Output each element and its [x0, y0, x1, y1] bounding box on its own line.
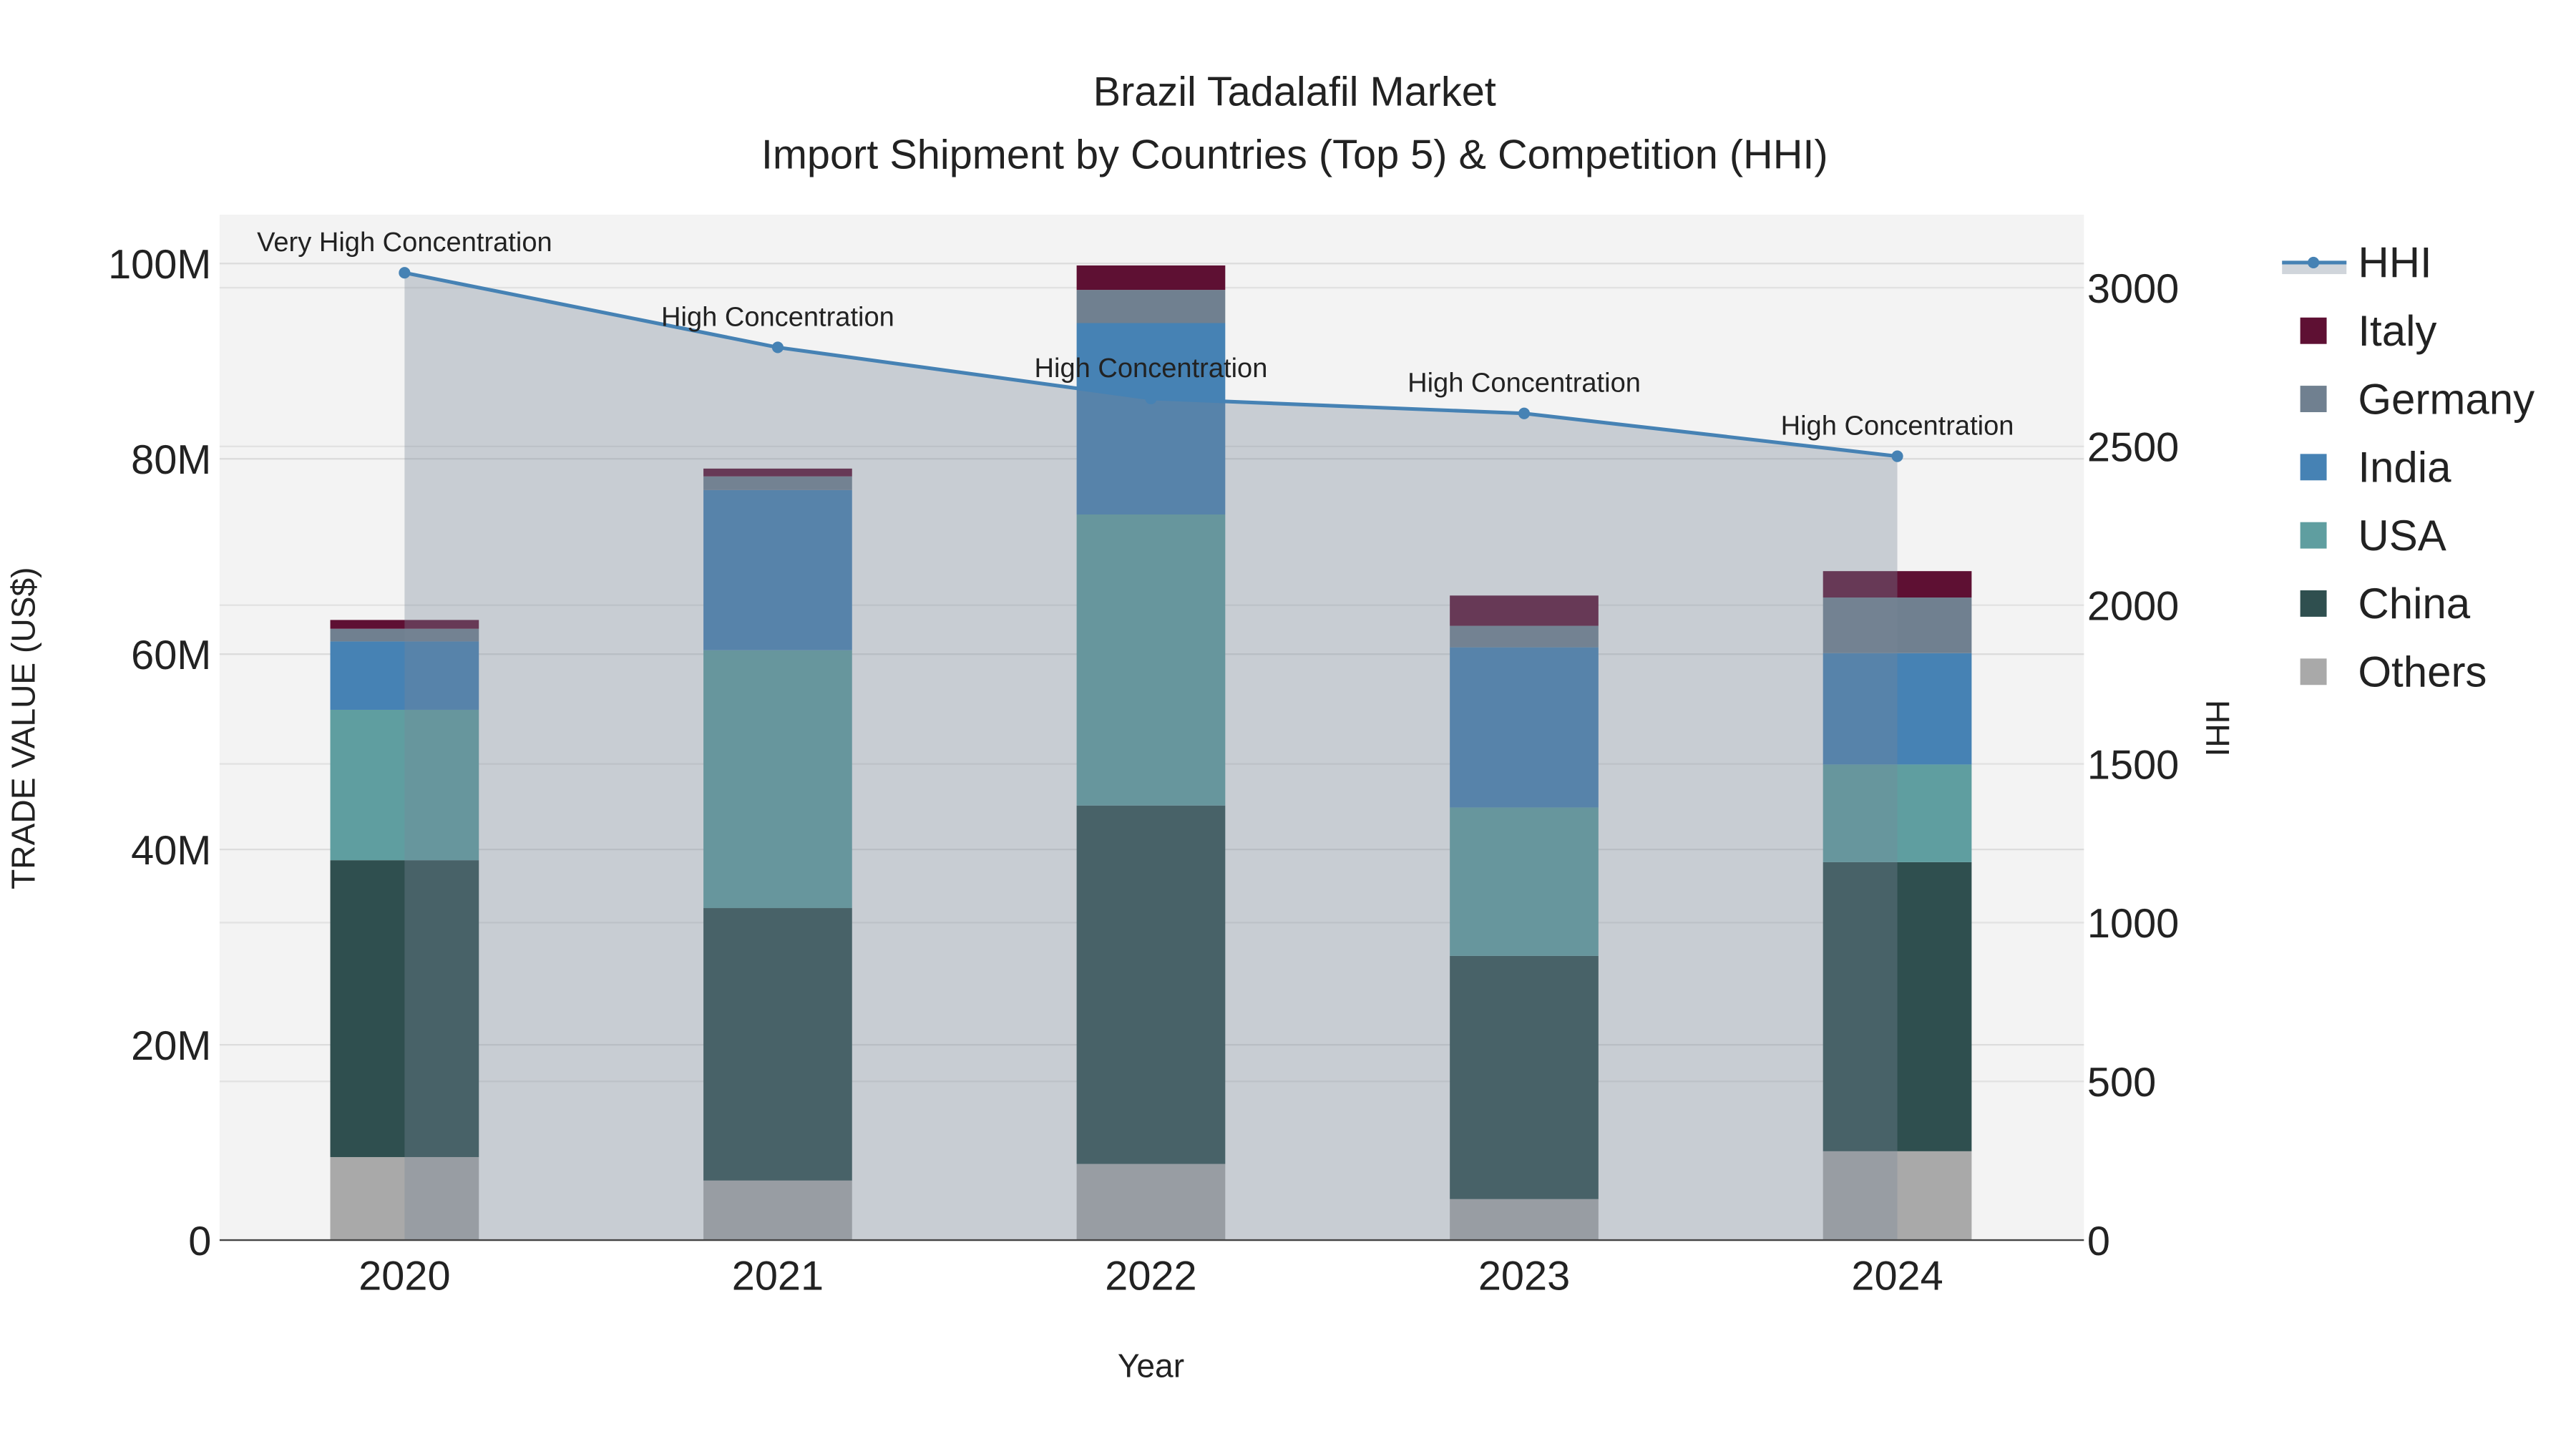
- bar-usa-2023: [1450, 807, 1599, 956]
- bar-germany-2022: [1076, 290, 1226, 323]
- bar-others-2023: [1450, 1199, 1599, 1241]
- bar-usa-2022: [1076, 514, 1226, 806]
- legend-hhi-marker: [2308, 256, 2320, 268]
- y2-tick-label: 2500: [2087, 425, 2179, 471]
- hhi-annotation: Very High Concentration: [257, 228, 552, 258]
- bar-italy-2021: [703, 468, 852, 477]
- legend-swatch-germany: [2300, 386, 2327, 412]
- y-tick-label: 80M: [131, 437, 211, 483]
- bar-others-2020: [330, 1157, 479, 1241]
- bar-china-2020: [330, 860, 479, 1158]
- y-tick-label: 100M: [108, 242, 211, 288]
- bar-italy-2020: [330, 620, 479, 629]
- legend-swatch-usa: [2300, 522, 2327, 549]
- bar-usa-2020: [330, 709, 479, 861]
- bar-others-2022: [1076, 1163, 1226, 1241]
- x-tick-label: 2021: [732, 1253, 824, 1299]
- bar-china-2022: [1076, 805, 1226, 1164]
- y-tick-label: 60M: [131, 633, 211, 678]
- x-tick-label: 2024: [1851, 1253, 1943, 1299]
- y2-tick-label: 1000: [2087, 901, 2179, 947]
- hhi-annotation: High Concentration: [1781, 411, 2014, 441]
- bar-usa-2021: [703, 650, 852, 909]
- legend-label-india: India: [2358, 444, 2451, 492]
- bar-italy-2022: [1076, 265, 1226, 291]
- bar-italy-2024: [1823, 571, 1972, 598]
- bar-china-2023: [1450, 955, 1599, 1199]
- hhi-point-2021: [771, 341, 784, 353]
- y2-tick-label: 3000: [2087, 266, 2179, 312]
- legend-swatch-others: [2300, 658, 2327, 686]
- y-tick-label: 20M: [131, 1023, 211, 1069]
- y-tick-label: 40M: [131, 828, 211, 874]
- hhi-annotation: High Concentration: [1035, 353, 1268, 384]
- hhi-point-2024: [1891, 450, 1903, 462]
- legend-label-usa: USA: [2358, 512, 2446, 560]
- bar-china-2021: [703, 908, 852, 1181]
- hhi-annotation: High Concentration: [661, 302, 894, 332]
- hhi-point-2022: [1145, 392, 1157, 404]
- legend-swatch-india: [2300, 454, 2327, 481]
- legend-swatch-italy: [2300, 317, 2327, 344]
- hhi-annotation: High Concentration: [1407, 369, 1641, 399]
- bar-india-2021: [703, 489, 852, 650]
- legend-label-hhi: HHI: [2358, 239, 2431, 287]
- hhi-point-2023: [1518, 407, 1531, 419]
- hhi-area: [404, 273, 1898, 1241]
- y2-axis-title: HHI: [2199, 700, 2236, 756]
- bar-usa-2024: [1823, 764, 1972, 862]
- legend-label-italy: Italy: [2358, 307, 2436, 355]
- x-tick-label: 2023: [1478, 1253, 1570, 1299]
- x-tick-label: 2020: [358, 1253, 450, 1299]
- y2-tick-label: 1500: [2087, 742, 2179, 788]
- y2-tick-label: 0: [2087, 1219, 2110, 1264]
- bar-others-2024: [1823, 1151, 1972, 1241]
- bar-india-2022: [1076, 323, 1226, 515]
- bar-china-2024: [1823, 862, 1972, 1151]
- legend-label-china: China: [2358, 580, 2470, 628]
- legend-swatch-china: [2300, 590, 2327, 617]
- legend-label-germany: Germany: [2358, 375, 2534, 423]
- bar-india-2020: [330, 641, 479, 710]
- y-axis-title: TRADE VALUE (US$): [4, 567, 42, 889]
- bar-germany-2023: [1450, 625, 1599, 648]
- chart-title: Brazil Tadalafil Market: [1093, 69, 1496, 115]
- x-axis-title: Year: [1118, 1347, 1184, 1385]
- x-tick-label: 2022: [1105, 1253, 1196, 1299]
- bar-germany-2020: [330, 628, 479, 642]
- chart-subtitle: Import Shipment by Countries (Top 5) & C…: [761, 132, 1828, 177]
- bar-italy-2023: [1450, 595, 1599, 626]
- bar-others-2021: [703, 1180, 852, 1241]
- bar-germany-2021: [703, 476, 852, 490]
- bar-india-2024: [1823, 653, 1972, 765]
- bar-germany-2024: [1823, 597, 1972, 653]
- y2-tick-label: 500: [2087, 1060, 2156, 1106]
- bar-india-2023: [1450, 647, 1599, 808]
- y-tick-label: 0: [188, 1219, 211, 1264]
- legend-label-others: Others: [2358, 648, 2487, 696]
- y2-tick-label: 2000: [2087, 583, 2179, 629]
- hhi-point-2020: [399, 267, 411, 279]
